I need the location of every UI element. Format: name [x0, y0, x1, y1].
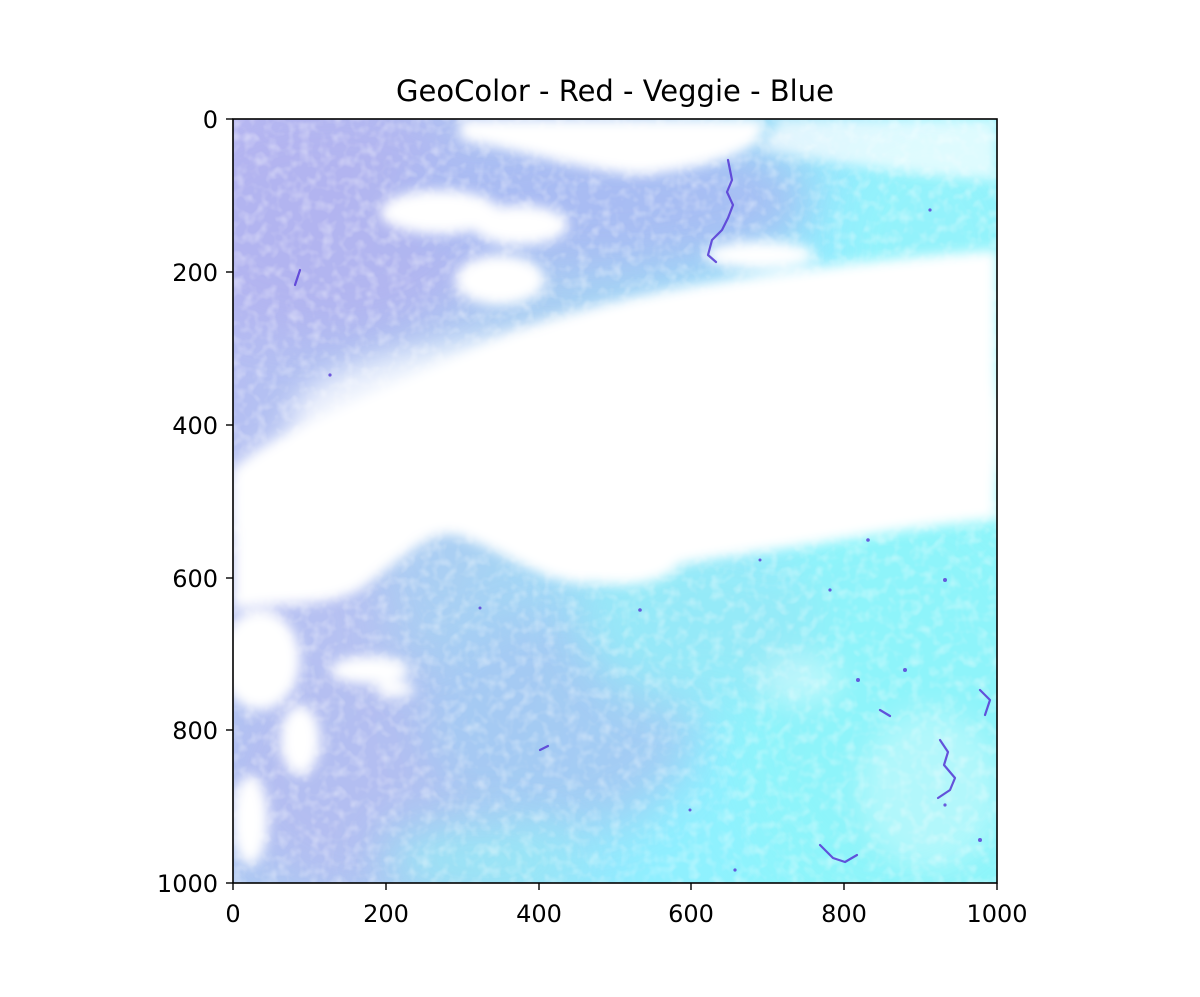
y-tick-label: 1000: [157, 870, 218, 898]
x-tick-marks: [232, 883, 998, 890]
x-tick-label: 0: [225, 900, 240, 928]
y-tick-label: 200: [172, 259, 218, 287]
figure-title: GeoColor - Red - Veggie - Blue: [396, 74, 834, 108]
y-tick-label: 600: [172, 565, 218, 593]
y-tick-label: 400: [172, 412, 218, 440]
x-tick-label: 600: [668, 900, 714, 928]
y-tick-label: 800: [172, 717, 218, 745]
y-tick-marks: [226, 118, 233, 884]
x-tick-label: 400: [516, 900, 562, 928]
satellite-image: [233, 119, 997, 883]
x-tick-label: 800: [821, 900, 867, 928]
x-tick-label: 1000: [966, 900, 1027, 928]
y-tick-label: 0: [203, 106, 218, 134]
axes-frame: [232, 118, 998, 884]
x-tick-label: 200: [363, 900, 409, 928]
